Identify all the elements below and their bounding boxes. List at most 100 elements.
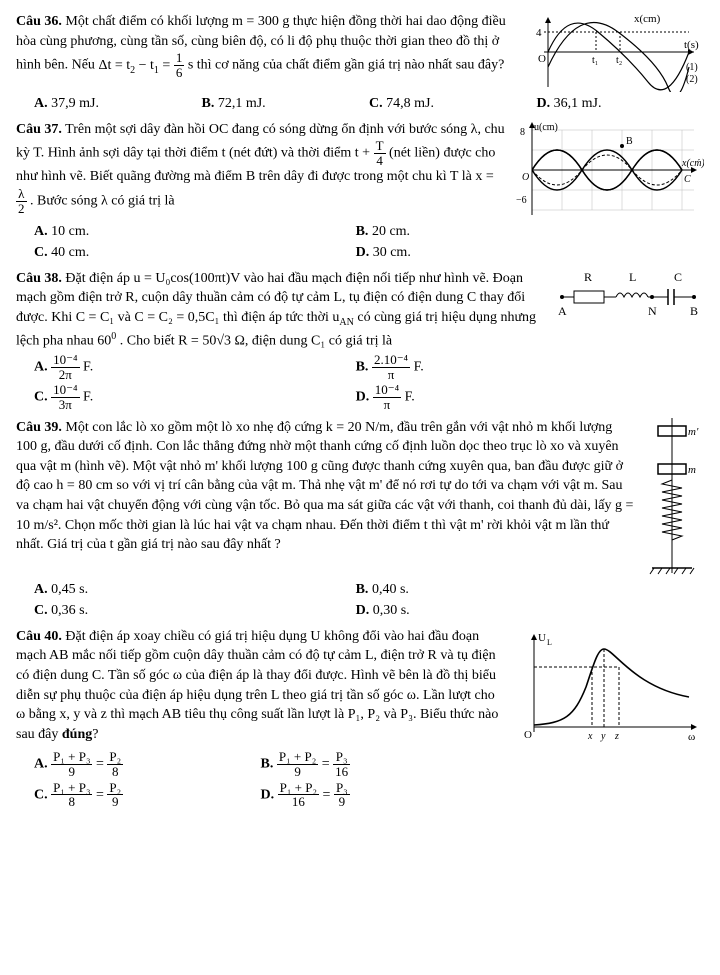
q40-A-ln: P₁ + P₃ [51,750,92,765]
q40-qm: ? [92,727,98,742]
q36-opt-d: 36,1 mJ. [554,96,602,111]
q36-dt-mid: − t [135,58,154,73]
q38-label: Câu 38. [16,271,62,286]
q38-fig-L: L [629,270,636,284]
q39-label: Câu 39. [16,420,62,435]
q40-B-ln: P₁ + P₂ [277,750,318,765]
q39-opt-b: 0,40 s. [372,582,409,597]
q36-dt-lhs: Δt = t [98,58,130,73]
q38-fig-R: R [584,270,592,284]
q37-xeq: x = [475,169,493,184]
q38-B-n: 2.10⁻⁴ [372,353,410,368]
q37-label: Câu 37. [16,122,62,137]
q40-figure: U L ω O x y z [514,627,704,747]
q38-A-suf: F. [80,359,94,374]
q37-opt-b: 20 cm. [372,224,410,239]
q40-label: Câu 40. [16,629,62,644]
q38-sub-an: AN [339,317,353,328]
q40-fig-xlabel: ω [688,731,695,743]
q40-C-ln: P₁ + P₃ [51,781,92,796]
svg-text:O: O [538,53,546,65]
question-39: Câu 39. Một con lắc lò xo gồm một lò xo … [16,418,704,623]
q40-A-ld: 9 [51,765,92,779]
q36-fig-amp: 4 [536,27,542,39]
q39-opt-c: 0,36 s. [51,603,88,618]
q40-dung: đúng [62,727,92,742]
q37-frac1-d: 4 [374,154,386,168]
q36-frac-d: 6 [174,66,185,80]
q38-sup0: 0 [111,331,116,342]
q37-frac2-n: λ [16,187,27,202]
q40-B-ld: 9 [277,765,318,779]
question-38: Câu 38. Đặt điện áp u = U₀cos(100πt)V và… [16,269,704,414]
q38-B-d: π [372,368,410,382]
q40-D-ln: P₁ + P₂ [278,781,319,796]
q38-D-d: π [373,398,401,412]
q38-fig-C: C [674,270,682,284]
q40-C-ld: 8 [51,795,92,809]
q36-text-b: s thì cơ năng của chất điểm gần giá trị … [188,58,504,73]
q36-fig-xlabel: x(cm) [634,13,661,25]
q36-frac: 16 [174,51,185,79]
q40-fig-O: O [524,729,532,741]
q37-opt-a: 10 cm. [51,224,89,239]
q36-options: A. 37,9 mJ. B. 72,1 mJ. C. 74,8 mJ. D. 3… [34,94,704,116]
q38-fig-A: A [558,304,567,318]
q36-label: Câu 36. [16,14,62,29]
q40-fig-ylabel: U [538,632,546,644]
q40-fig-ylabel-sub: L [547,638,552,647]
q38-figure: R L C A N B [554,269,704,324]
q40-B-rn: P₃ [333,750,350,765]
q38-fig-B: B [690,304,698,318]
q40-A-rn: P₂ [107,750,123,765]
q39-options: A. 0,45 s. B. 0,40 s. C. 0,36 s. D. 0,30… [34,580,704,623]
q40-fig-y: y [600,731,606,742]
q37-fig-xlabel: x(cḿ) [681,158,704,169]
q36-opt-b: 72,1 mJ. [218,96,266,111]
q37-frac2-d: 2 [16,202,27,216]
q40-B-rd: 16 [333,765,350,779]
q38-text-c: . Cho biết R = 50 [120,333,217,348]
q37-tplus: t + [355,146,374,161]
q40-options: A. P₁ + P₃9 = P₂8 B. P₁ + P₂9 = P₃16 C. … [34,750,506,811]
q36-dt-expr: Δt = t2 − t1 = 16 [98,58,187,73]
question-36: Câu 36. Một chất điểm có khối lượng m = … [16,12,704,116]
q37-fig-bot: −6 [516,195,527,206]
q37-options: A. 10 cm. B. 20 cm. C. 40 cm. D. 30 cm. [34,222,704,265]
q38-C-n: 10⁻⁴ [51,383,79,398]
question-37: Câu 37. Trên một sợi dây đàn hồi OC đang… [16,120,704,265]
q37-fig-ulabel: u(cm) [534,122,558,133]
q38-C-suf: F. [80,390,94,405]
q37-fig-C: C [684,174,691,185]
q37-text-c: . Bước sóng λ có giá trị là [30,193,175,208]
q40-fig-z: z [614,731,619,742]
q39-text: Một con lắc lò xo gồm một lò xo nhẹ độ c… [16,420,633,553]
q39-opt-d: 0,30 s. [373,603,410,618]
q37-frac1: T4 [374,139,386,167]
q38-text-d: Ω, điện dung C₁ có giá trị là [235,333,393,348]
q36-fig-t1: t₁ [592,55,598,66]
q40-C-rd: 9 [107,795,123,809]
q37-fig-B: B [626,136,633,147]
q36-dt-eq: = [159,58,174,73]
q37-fig-O: O [522,172,529,183]
q38-D-suf: F. [401,390,415,405]
q38-fig-N: N [648,304,657,318]
q40-D-rn: P₃ [334,781,350,796]
q37-frac2: λ2 [16,187,27,215]
q36-figure: x(cm) 4 O t(s) t₁ t₂ (1) (2) [534,12,704,92]
q38-B-suf: F. [410,359,424,374]
q36-fig-t2: t₂ [616,55,622,66]
q40-D-ld: 16 [278,795,319,809]
q36-frac-n: 1 [174,51,185,66]
q38-sqrt3: √3 [216,333,231,348]
q38-A-d: 2π [51,368,79,382]
q36-fig-tlabel: t(s) [684,39,699,51]
q38-A-n: 10⁻⁴ [51,353,79,368]
q38-options: A. 10⁻⁴2π F. B. 2.10⁻⁴π F. C. 10⁻⁴3π F. … [34,353,704,414]
q37-figure: u(cm) x(cḿ) 8 −6 O B C [514,120,704,220]
q36-fig-c2: (2) [686,74,698,85]
q37-fig-top: 8 [520,127,525,138]
q38-C-d: 3π [51,398,79,412]
q40-fig-x: x [587,731,593,742]
